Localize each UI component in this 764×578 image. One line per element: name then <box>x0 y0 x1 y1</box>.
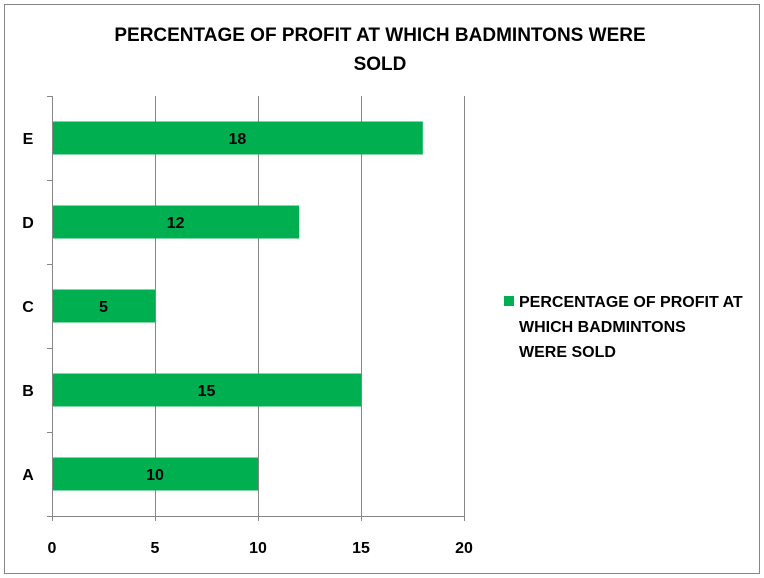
bars <box>53 121 423 491</box>
bar-C <box>53 289 155 323</box>
data-label-B: 15 <box>198 383 216 400</box>
value-axis-labels: 0 5 10 15 20 <box>48 540 473 557</box>
x-tick-label: 15 <box>352 540 370 557</box>
y-tick-label-C: C <box>22 299 34 316</box>
y-tick-label-A: A <box>22 467 34 484</box>
legend-label-line-3: WERE SOLD <box>519 344 616 361</box>
data-label-A: 10 <box>146 467 164 484</box>
chart-title-line-1: PERCENTAGE OF PROFIT AT WHICH BADMINTONS… <box>114 25 645 46</box>
y-tick-label-B: B <box>22 383 34 400</box>
data-label-C: 5 <box>99 299 108 316</box>
x-tick-label: 20 <box>455 540 473 557</box>
data-label-D: 12 <box>167 215 185 232</box>
bar-E <box>53 121 423 155</box>
x-tick-label: 0 <box>48 540 57 557</box>
bar-B <box>53 373 361 407</box>
chart-title-line-2: SOLD <box>354 54 407 75</box>
bar-A <box>53 457 258 491</box>
category-axis-labels: A B C D E <box>22 131 34 484</box>
bar-D <box>53 205 300 239</box>
data-labels: 10 15 5 12 18 <box>99 131 246 484</box>
legend-label-line-1: PERCENTAGE OF PROFIT AT <box>519 294 743 311</box>
y-tick-label-D: D <box>22 215 34 232</box>
legend: PERCENTAGE OF PROFIT AT WHICH BADMINTONS… <box>504 294 743 361</box>
legend-label-line-2: WHICH BADMINTONS <box>519 319 686 336</box>
legend-swatch <box>504 296 514 306</box>
data-label-E: 18 <box>229 131 247 148</box>
axes <box>47 96 465 521</box>
y-tick-label-E: E <box>23 131 34 148</box>
x-tick-label: 10 <box>249 540 267 557</box>
gridlines <box>155 96 465 516</box>
x-tick-label: 5 <box>151 540 160 557</box>
